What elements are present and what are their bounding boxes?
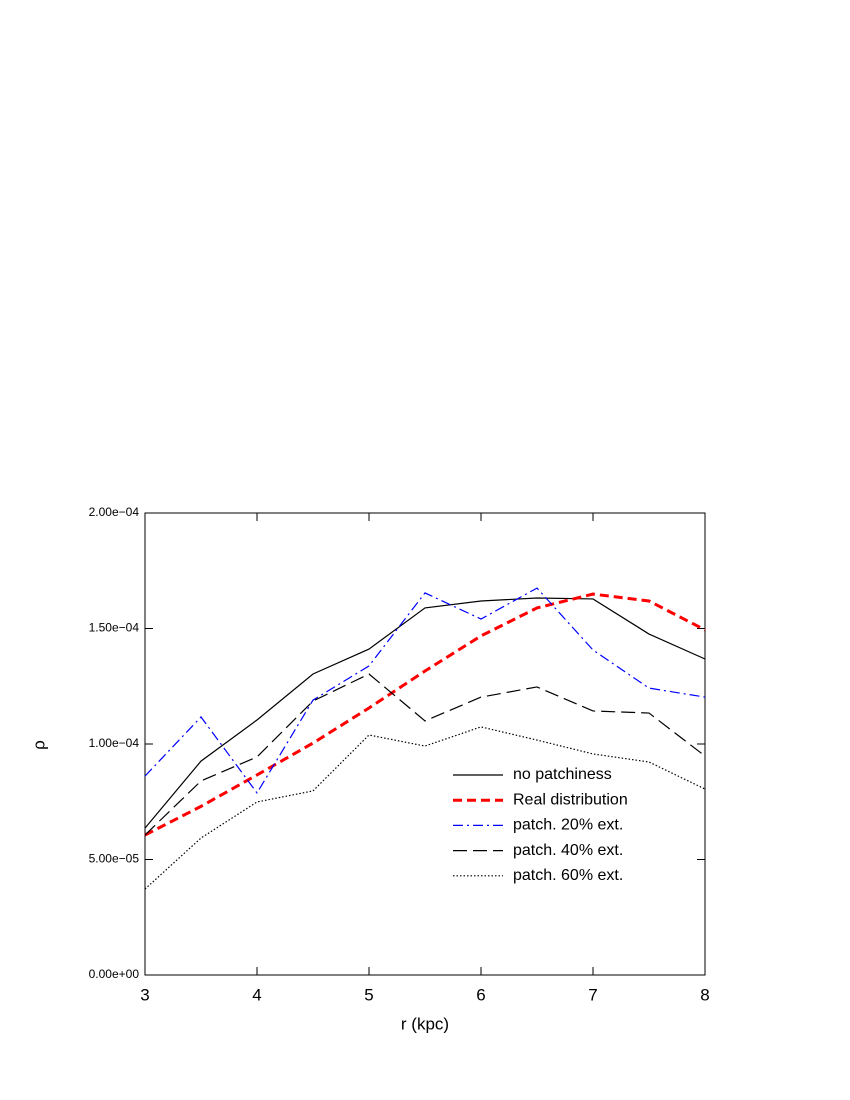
x-axis-label: r (kpc) bbox=[401, 1014, 449, 1033]
legend-label: patch. 20% ext. bbox=[513, 817, 623, 834]
x-tick-label: 4 bbox=[252, 985, 261, 1004]
x-tick-label: 3 bbox=[140, 985, 149, 1004]
x-tick-label: 7 bbox=[588, 985, 597, 1004]
y-tick-label: 0.00e+00 bbox=[89, 967, 140, 981]
y-tick-label: 1.00e−04 bbox=[89, 736, 140, 750]
plot-frame bbox=[144, 512, 706, 976]
y-tick-label: 5.00e−05 bbox=[89, 852, 140, 866]
series-line bbox=[144, 592, 706, 837]
legend-label: no patchiness bbox=[513, 766, 612, 783]
legend-label: Real distribution bbox=[513, 791, 628, 808]
series-line bbox=[144, 673, 706, 836]
series-line bbox=[144, 726, 706, 890]
series-line bbox=[144, 597, 706, 829]
legend-label: patch. 40% ext. bbox=[513, 842, 623, 859]
x-tick-label: 6 bbox=[476, 985, 485, 1004]
x-tick-label: 8 bbox=[700, 985, 709, 1004]
x-tick-label: 5 bbox=[364, 985, 373, 1004]
series-line bbox=[144, 587, 706, 795]
legend-label: patch. 60% ext. bbox=[513, 867, 623, 884]
y-tick-label: 2.00e−04 bbox=[89, 505, 140, 519]
y-axis-label: ρ bbox=[29, 740, 48, 750]
y-tick-label: 1.50e−04 bbox=[89, 621, 140, 635]
